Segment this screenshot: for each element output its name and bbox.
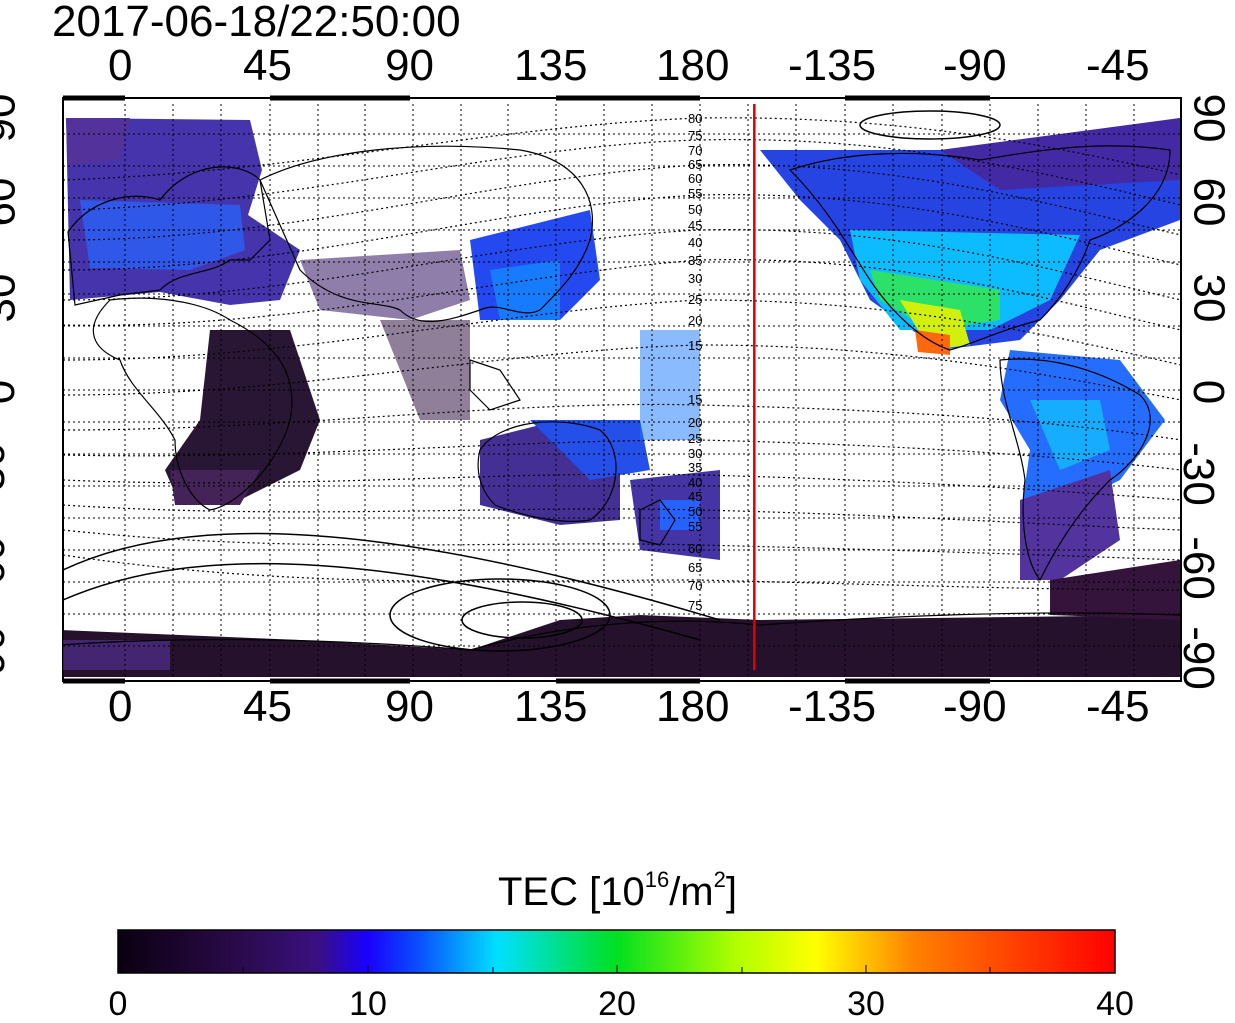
contour-label: 65 [688,157,702,172]
contour-label: 55 [688,186,702,201]
contour-label: 60 [688,171,702,186]
x-tick-top: 0 [108,41,133,90]
contour-label: 40 [688,475,702,490]
colorbar-tick: 10 [349,985,387,1023]
contour-labels-south: 15 20 25 30 35 40 45 50 55 60 65 70 75 [688,392,702,613]
colorbar-tick: 20 [598,985,636,1023]
x-tick-top: 135 [514,41,588,90]
contour-label: 50 [688,202,702,217]
x-tick-bottom: -45 [1086,682,1150,731]
coastlines [63,145,1181,651]
colorbar-label: TEC [1016/m2] [497,867,737,915]
map-title: 2017-06-18/22:50:00 [52,0,461,46]
x-tick-bottom: 135 [514,682,588,731]
contour-label: 45 [688,489,702,504]
contour-label: 65 [688,560,702,575]
contour-label: 20 [688,313,702,328]
graticule [63,104,1181,677]
contour-label: 35 [688,253,702,268]
x-tick-bottom: 180 [656,682,730,731]
contour-label: 35 [688,460,702,475]
contour-label: 50 [688,504,702,519]
colorbar-tick: 30 [847,985,885,1023]
x-tick-top: -90 [943,41,1007,90]
contour-label: 75 [688,598,702,613]
x-tick-bottom: 45 [243,682,292,731]
contour-label: 70 [688,578,702,593]
x-tick-top: 90 [385,41,434,90]
contour-label: 60 [688,541,702,556]
x-tick-bottom: -90 [943,682,1007,731]
x-tick-top: -135 [788,41,877,90]
contour-label: 70 [688,143,702,158]
x-tick-top: 180 [656,41,730,90]
contour-label: 75 [688,128,702,143]
tec-data-layer [63,118,1180,677]
map-frame-ticks [63,95,990,684]
contour-label: 30 [688,446,702,461]
colorbar-minor-ticks [242,965,991,973]
x-tick-top: 45 [243,41,292,90]
contour-labels-north: 80 75 70 65 60 55 50 45 40 35 30 25 20 1… [688,111,702,353]
contour-label: 25 [688,431,702,446]
colorbar-tick: 0 [108,985,128,1023]
contour-label: 20 [688,415,702,430]
x-tick-top: -45 [1086,41,1150,90]
contour-label: 80 [688,111,702,126]
contour-label: 45 [688,218,702,233]
contour-label: 55 [688,519,702,534]
contour-label: 40 [688,235,702,250]
contour-label: 30 [688,271,702,286]
x-tick-bottom: -135 [788,682,877,731]
contour-label: 15 [688,392,702,407]
contour-label: 25 [688,292,702,307]
colorbar-tick: 40 [1096,985,1134,1023]
x-tick-bottom: 0 [108,682,133,731]
x-tick-bottom: 90 [385,682,434,731]
pole-contours [63,110,1001,652]
contour-label: 15 [688,338,702,353]
